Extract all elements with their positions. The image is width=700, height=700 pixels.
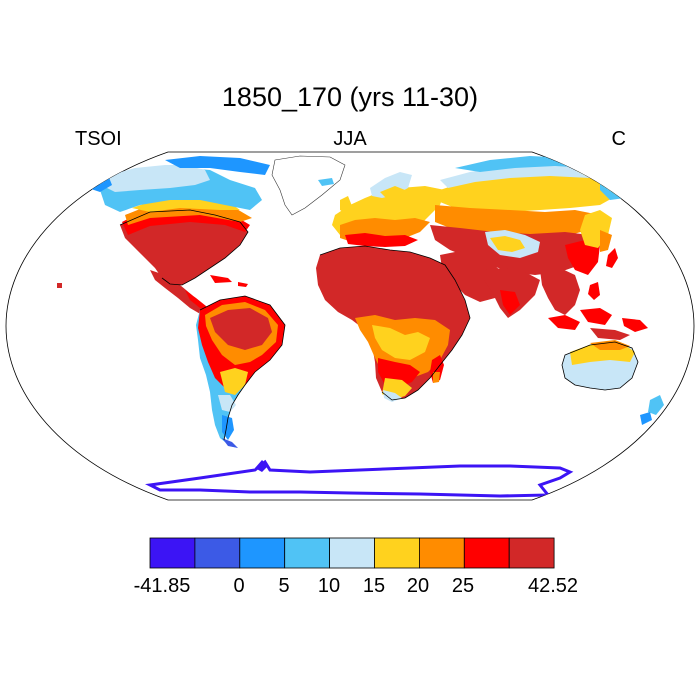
australia [562,340,664,425]
colorbar-tick-label: 42.52 [527,575,579,597]
colorbar-swatch [284,537,331,569]
north-america [57,156,270,315]
europe [318,172,445,247]
colorbar-tick-label: 15 [362,575,386,597]
colorbar-tick-label: 0 [233,575,245,597]
colorbar-tick-label: 25 [451,575,475,597]
colorbar-swatch [149,537,196,569]
antarctica [145,459,574,498]
coastlines [119,209,639,441]
colorbar-tick-label: 20 [406,575,430,597]
asia [430,156,648,340]
colorbar-swatch [463,537,510,569]
colorbar-swatch [194,537,241,569]
colorbar-swatch [374,537,420,569]
greenland [271,155,346,216]
colorbar-swatch [329,537,375,569]
colorbar-tick-label: 10 [317,575,341,597]
colorbar-tick-label: -41.85 [133,575,191,597]
map-title: 1850_170 (yrs 11-30) [221,82,479,112]
colorbar-swatch [239,537,286,569]
colorbar-tick-label: 5 [278,575,290,597]
season-label: JJA [333,128,367,150]
colorbar-swatch [508,537,555,569]
units-label: C [611,128,626,150]
africa [316,246,470,402]
colorbar-swatch [418,537,465,569]
variable-label: TSOI [75,128,122,150]
